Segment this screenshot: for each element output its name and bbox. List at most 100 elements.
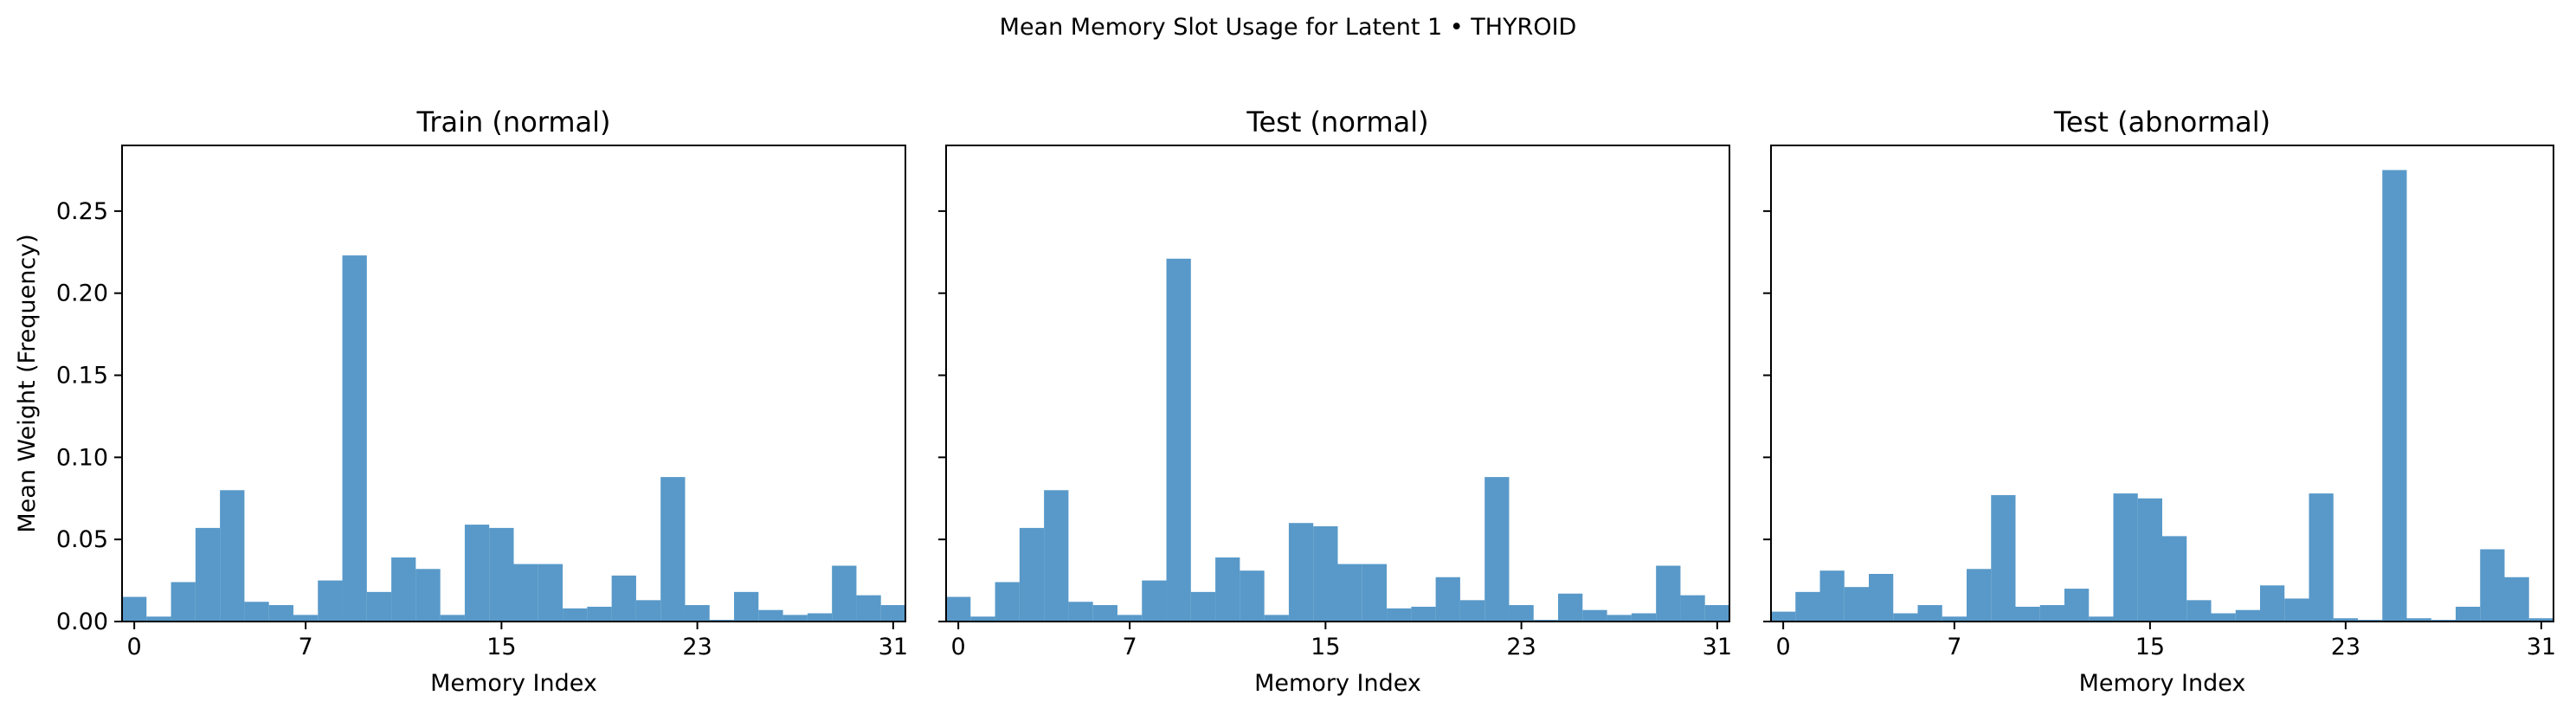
bar [1917,605,1942,622]
bar [2186,600,2212,622]
bar [2504,577,2529,622]
bar [970,616,995,622]
bar [146,616,171,622]
bar [2064,589,2090,622]
bar [2260,585,2285,622]
x-tick-label: 7 [299,634,313,660]
bar [293,615,319,622]
bar [391,557,416,622]
bar [1582,609,1607,622]
bar [635,600,661,622]
bar [1288,523,1314,622]
bar [832,565,857,622]
bar [1142,580,1167,622]
bar [660,477,686,622]
x-tick-label: 23 [2331,634,2360,660]
y-tick-label: 0.00 [56,609,108,635]
bar [318,580,343,622]
y-tick-label: 0.05 [56,526,108,553]
x-tick-label: 23 [682,634,712,660]
bar [2480,549,2505,622]
bar [2309,493,2334,622]
bar [1264,615,1289,622]
axes-frame [121,145,906,622]
y-tick-label: 0.10 [56,444,108,471]
bar [1435,577,1460,622]
y-axis-label: Mean Weight (Frequency) [14,234,41,532]
bar [782,615,808,622]
bar [366,591,392,622]
x-tick-label: 31 [2527,634,2556,660]
bar [268,605,293,622]
x-tick-label: 7 [1947,634,1961,660]
bar [1215,557,1240,622]
bar [2284,598,2309,622]
bar [195,527,221,622]
bar [1484,477,1510,622]
panel-title: Train (normal) [415,106,610,138]
y-tick-label: 0.25 [56,198,108,225]
bar [1313,526,1338,622]
bar [220,490,245,622]
bar [1558,593,1583,622]
bar [2211,613,2236,622]
axes-frame [945,145,1730,622]
bar [2039,605,2064,622]
bar [1411,606,1436,622]
bar [1509,605,1534,622]
axes-frame [1770,145,2554,622]
bar [1704,605,1729,622]
panel-3: Test (abnormal) 0 7 15 23 31 Memory Index [1763,106,2556,697]
bar [758,609,783,622]
bar [1092,605,1117,622]
bar [611,575,636,622]
bar [2456,606,2481,622]
bar [1607,615,1632,622]
bar [122,596,147,622]
bar [1795,591,1820,622]
x-axis-label: Memory Index [1254,670,1421,697]
bar [2235,609,2260,622]
x-tick-label: 31 [879,634,908,660]
bar [1991,494,2016,622]
bar [1656,565,1681,622]
bar [587,606,612,622]
bar [2528,618,2553,622]
x-axis-label: Memory Index [2079,670,2246,697]
bar [538,564,564,622]
bar [464,525,490,622]
bar [171,582,196,622]
bar [1117,615,1143,622]
bar [415,569,441,622]
bar [1337,564,1362,622]
y-tick-label: 0.15 [56,363,108,390]
bar [1387,608,1412,622]
bar [1942,616,1967,622]
bar [1068,602,1093,622]
bar [1869,574,1894,622]
x-tick-label: 7 [1123,634,1137,660]
x-tick-label: 15 [2135,634,2165,660]
bar [1967,569,1992,622]
x-axis-label: Memory Index [430,670,597,697]
bar [2333,618,2358,622]
bar [1240,570,1265,622]
bar [685,605,710,622]
x-tick-label: 15 [1311,634,1340,660]
bar [1459,600,1485,622]
x-tick-label: 31 [1703,634,1732,660]
bar [1362,564,1388,622]
bar [1631,613,1657,622]
bar [1019,527,1045,622]
bar [1771,611,1796,622]
bar [2406,618,2431,622]
bar [995,582,1020,622]
x-tick-label: 0 [127,634,142,660]
bar [2015,606,2040,622]
bar [342,255,367,622]
bar [856,595,881,622]
bar [946,596,971,622]
bar [1190,591,1216,622]
bar [2162,536,2187,622]
